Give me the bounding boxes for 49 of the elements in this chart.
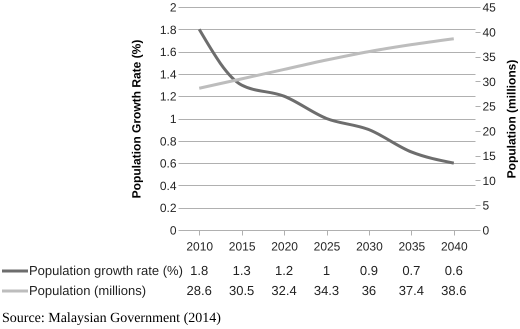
- y2-tick-label: 20: [482, 124, 496, 138]
- data-label: 38.6: [441, 283, 466, 298]
- line-series: [198, 28, 456, 165]
- y2-axis-title: Population (millions): [504, 60, 518, 178]
- x-tick-label: 2040: [440, 240, 468, 254]
- data-label: 36: [362, 283, 376, 298]
- data-label: 0.6: [444, 263, 463, 278]
- data-label: 37.4: [398, 283, 424, 298]
- data-label: 1.3: [232, 263, 251, 278]
- y-tick-label: 2: [170, 0, 177, 14]
- y-tick-label: 1.6: [160, 45, 177, 60]
- data-label: 0.9: [360, 263, 378, 278]
- y2-tick-label: 15: [482, 149, 496, 164]
- y2-tick-label: 45: [482, 0, 496, 14]
- data-label: 1.2: [275, 263, 294, 278]
- y2-tick-label: 0: [482, 224, 490, 238]
- source-note: Source: Malaysian Government (2014): [2, 311, 222, 326]
- x-tick-label: 2020: [271, 240, 298, 254]
- data-label: 30.5: [228, 283, 254, 298]
- data-label: 0.7: [402, 263, 420, 278]
- legend-label: Population (millions): [29, 283, 146, 298]
- x-tick-label: 2035: [398, 240, 426, 254]
- y2-tick-label: 5: [482, 198, 490, 213]
- y2-tick-label: 25: [482, 100, 496, 114]
- y2-tick-label: 35: [482, 50, 496, 64]
- y-tick-label: 0.8: [160, 134, 177, 148]
- y-tick-label: 0.6: [160, 156, 177, 171]
- x-tick-label: 2010: [186, 240, 214, 254]
- y-tick-label: 0: [170, 224, 177, 238]
- y-tick-label: 1.4: [160, 67, 177, 82]
- y-tick-label: 1.2: [160, 90, 177, 104]
- y2-tick-label: 40: [482, 25, 496, 40]
- data-label: 32.4: [271, 283, 297, 298]
- y-tick-label: 1.8: [160, 22, 177, 37]
- x-tick-label: 2030: [356, 240, 384, 254]
- y2-tick-label: 10: [482, 174, 496, 188]
- data-label: 1.8: [190, 263, 208, 278]
- line-series: [198, 37, 456, 90]
- x-tick-label: 2015: [228, 240, 256, 254]
- y-tick-label: 1: [170, 112, 177, 126]
- legend-label: Population growth rate (%): [29, 263, 183, 278]
- y-tick-label: 0.4: [160, 178, 177, 193]
- y2-tick-label: 30: [482, 74, 496, 89]
- data-label: 34.3: [314, 283, 340, 298]
- x-tick-label: 2025: [314, 240, 341, 254]
- data-label: 1: [322, 263, 330, 278]
- y-tick-label: 0.2: [160, 201, 177, 216]
- y-axis-title: Population Growth Rate (%): [130, 40, 144, 198]
- data-label: 28.6: [186, 283, 212, 298]
